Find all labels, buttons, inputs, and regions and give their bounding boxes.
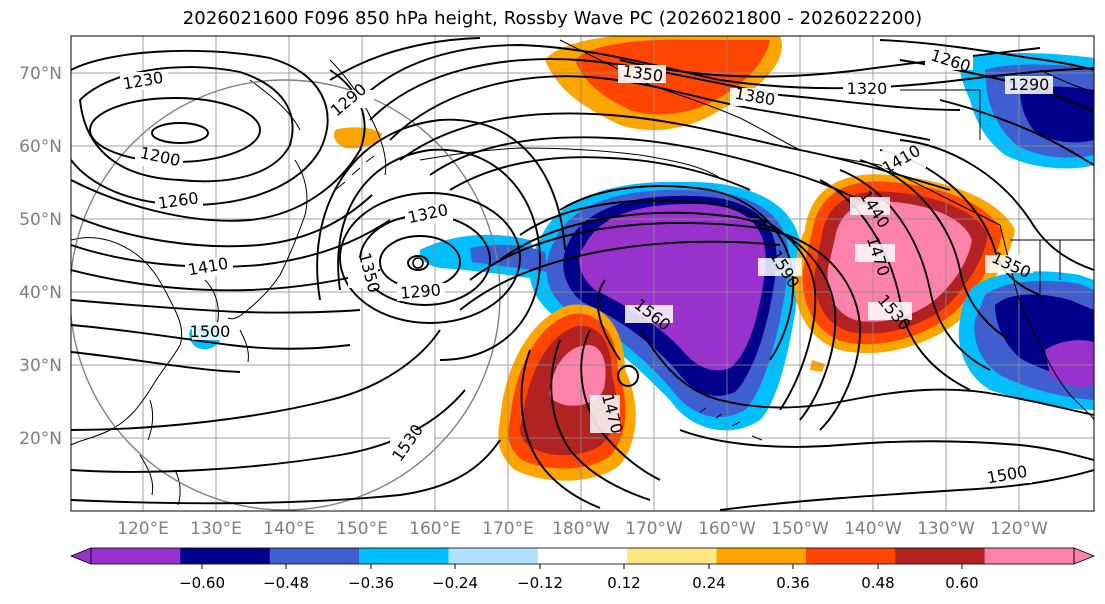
range-ring xyxy=(71,79,501,511)
colorbar-swatch xyxy=(269,548,360,564)
colorbar-border xyxy=(90,547,1075,565)
contour-label: 1320 xyxy=(847,79,888,98)
colorbar-swatch xyxy=(91,548,181,564)
longitude-labels: 120°E 130°E 140°E 150°E 160°E 170°E 180°… xyxy=(117,519,1048,539)
map-title: 2026021600 F096 850 hPa height, Rossby W… xyxy=(182,8,923,29)
lon-label: 120°E xyxy=(117,519,169,539)
colorbar-swatch xyxy=(359,548,449,564)
colorbar-tick-label: −0.24 xyxy=(432,574,478,592)
low-center-marker xyxy=(412,257,424,269)
colorbar: −0.60 −0.48 −0.36 −0.24 −0.12 0.12 0.24 … xyxy=(69,547,1096,592)
colorbar-swatch xyxy=(448,548,539,564)
map-content: 1230 1290 1350 1380 1260 1290 1320 1200 … xyxy=(71,36,1094,511)
contour-label: 1290 xyxy=(399,280,441,302)
colorbar-swatches xyxy=(69,547,1096,565)
contour-label: 1290 xyxy=(1009,75,1050,94)
lon-label: 160°W xyxy=(698,519,756,539)
colorbar-swatch xyxy=(537,548,628,564)
lat-label: 50°N xyxy=(19,210,62,230)
height-contours xyxy=(71,37,1094,511)
colorbar-tick-label: −0.48 xyxy=(263,574,309,592)
lat-label: 20°N xyxy=(19,429,62,449)
colorbar-swatch xyxy=(627,548,718,564)
colorbar-tick-label: 0.60 xyxy=(945,574,978,592)
lat-label: 60°N xyxy=(19,137,62,157)
colorbar-extend-high xyxy=(1073,547,1096,565)
colorbar-swatch xyxy=(895,548,986,564)
colorbar-swatch xyxy=(805,548,896,564)
colorbar-swatch xyxy=(716,548,807,564)
coastlines xyxy=(71,39,1094,506)
lat-label: 70°N xyxy=(19,64,62,84)
colorbar-tick-label: 0.48 xyxy=(861,574,894,592)
latitude-labels: 70°N 60°N 50°N 40°N 30°N 20°N xyxy=(19,64,62,449)
lon-label: 170°W xyxy=(625,519,683,539)
contour-labels: 1230 1290 1350 1380 1260 1290 1320 1200 … xyxy=(120,45,1053,487)
colorbar-tick-label: −0.12 xyxy=(517,574,563,592)
graticule xyxy=(71,36,1094,511)
lon-label: 140°E xyxy=(263,519,315,539)
lat-label: 30°N xyxy=(19,356,62,376)
lat-label: 40°N xyxy=(19,283,62,303)
colorbar-tick-label: 0.24 xyxy=(692,574,725,592)
colorbar-tick-label: −0.60 xyxy=(179,574,225,592)
colorbar-extend-low xyxy=(69,547,92,565)
lon-label: 150°E xyxy=(336,519,388,539)
colorbar-swatch xyxy=(180,548,271,564)
lon-label: 180°W xyxy=(552,519,610,539)
colorbar-tick-label: −0.36 xyxy=(348,574,394,592)
lon-label: 150°W xyxy=(771,519,829,539)
lon-label: 120°W xyxy=(990,519,1048,539)
map-border xyxy=(70,35,1095,512)
colorbar-tick-label: 0.12 xyxy=(607,574,640,592)
anomaly-shading xyxy=(189,36,1094,481)
colorbar-ticks xyxy=(201,564,963,569)
lon-label: 130°W xyxy=(917,519,975,539)
lon-label: 130°E xyxy=(190,519,242,539)
contour-label: 1500 xyxy=(190,322,231,341)
lon-label: 160°E xyxy=(409,519,461,539)
lon-label: 170°E xyxy=(482,519,534,539)
lon-label: 140°W xyxy=(844,519,902,539)
colorbar-swatch xyxy=(984,548,1075,564)
colorbar-tick-label: 0.36 xyxy=(776,574,809,592)
